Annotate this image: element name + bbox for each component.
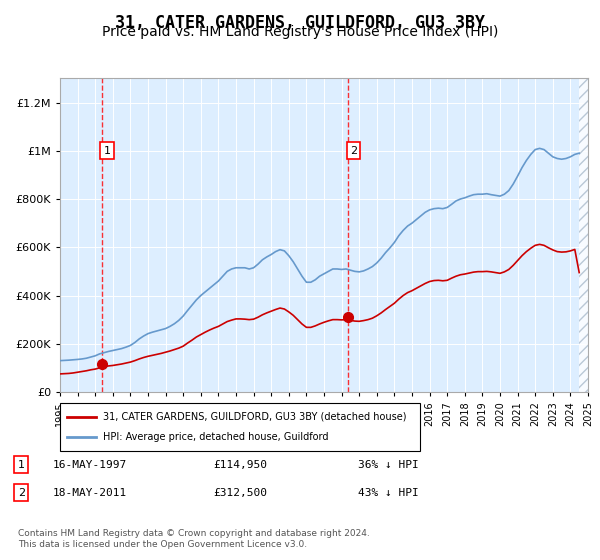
FancyBboxPatch shape (60, 403, 420, 451)
Text: Price paid vs. HM Land Registry's House Price Index (HPI): Price paid vs. HM Land Registry's House … (102, 25, 498, 39)
Text: 2: 2 (350, 146, 357, 156)
Text: 18-MAY-2011: 18-MAY-2011 (52, 488, 127, 498)
Text: £312,500: £312,500 (214, 488, 268, 498)
Text: HPI: Average price, detached house, Guildford: HPI: Average price, detached house, Guil… (103, 432, 329, 442)
Text: 16-MAY-1997: 16-MAY-1997 (52, 460, 127, 470)
Text: 36% ↓ HPI: 36% ↓ HPI (358, 460, 418, 470)
Text: 31, CATER GARDENS, GUILDFORD, GU3 3BY: 31, CATER GARDENS, GUILDFORD, GU3 3BY (115, 14, 485, 32)
Text: 1: 1 (18, 460, 25, 470)
Text: £114,950: £114,950 (214, 460, 268, 470)
Bar (579, 78, 588, 392)
Text: 31, CATER GARDENS, GUILDFORD, GU3 3BY (detached house): 31, CATER GARDENS, GUILDFORD, GU3 3BY (d… (103, 412, 407, 422)
Text: 1: 1 (103, 146, 110, 156)
Text: 43% ↓ HPI: 43% ↓ HPI (358, 488, 418, 498)
Text: Contains HM Land Registry data © Crown copyright and database right 2024.
This d: Contains HM Land Registry data © Crown c… (18, 529, 370, 549)
Text: 2: 2 (18, 488, 25, 498)
